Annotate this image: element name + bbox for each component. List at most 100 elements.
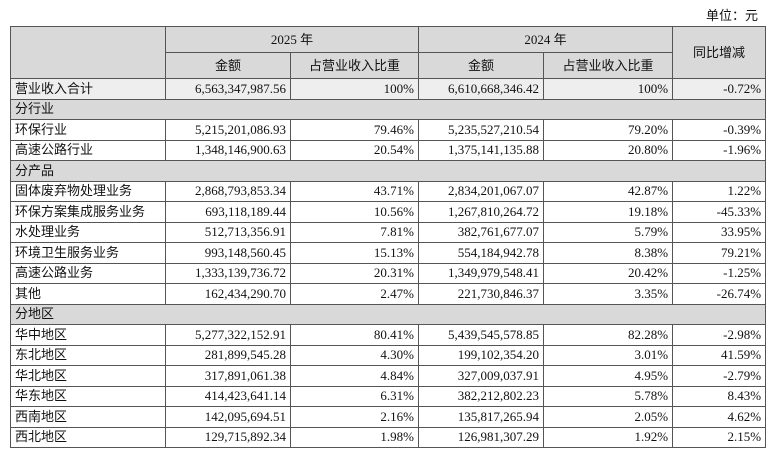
cell: 82.28% [543, 324, 674, 346]
cell: 5.79% [543, 221, 674, 243]
cell: 2.05% [543, 406, 674, 428]
cell: 5,277,322,152.91 [165, 324, 291, 346]
cell: 2.15% [672, 426, 767, 448]
cell: 993,148,560.45 [165, 242, 291, 264]
unit-label: 单位：元 [705, 8, 758, 23]
data-row: 西北地区 129,715,892.34 1.98% 126,981,307.29 1.9… [10, 426, 767, 448]
group-header: 2025 年 [164, 26, 420, 53]
data-row: 环境卫生服务业务 993,148,560.45 15.13% 554,184,942.… [10, 242, 767, 264]
group-header: 2024 年 [418, 26, 674, 53]
cell: 8.43% [672, 385, 767, 407]
cell: 327,009,037.91 [418, 365, 545, 387]
cell: -0.72% [672, 78, 767, 100]
sub-header: 占营业收入比重 [289, 52, 420, 79]
cell: 5,235,527,210.54 [418, 119, 545, 141]
sub-header: 金额 [165, 52, 291, 79]
cell: 512,713,356.91 [165, 221, 291, 243]
cell: 199,102,354.20 [418, 344, 545, 366]
cell: -1.96% [672, 139, 767, 161]
cell: 5,215,201,086.93 [165, 119, 291, 141]
cell: 382,761,677.07 [418, 221, 545, 243]
cell: 1.92% [543, 426, 674, 448]
data-row: 高速公路业务 1,333,139,736.72 20.31% 1,349,979,54… [10, 262, 767, 284]
row-label: 高速公路业务 [10, 262, 166, 284]
row-label: 华中地区 [10, 324, 166, 346]
cell: 382,212,802.23 [418, 385, 545, 407]
section-row: 分地区 [9, 303, 767, 325]
cell: 414,423,641.14 [165, 385, 291, 407]
cell: 42.87% [543, 180, 674, 202]
row-label: 东北地区 [10, 344, 166, 366]
row-label: 西南地区 [10, 406, 166, 428]
corner-cell [10, 26, 166, 79]
cell: 1,349,979,548.41 [418, 262, 545, 284]
cell: 80.41% [289, 324, 420, 346]
sub-header: 占营业收入比重 [543, 52, 674, 79]
cell: 41.59% [672, 344, 767, 366]
cell: 1,375,141,135.88 [418, 139, 545, 161]
data-row: 东北地区 281,899,545.28 4.30% 199,102,354.20 3.0… [10, 344, 767, 366]
cell: 6,610,668,346.42 [418, 78, 545, 100]
cell: 2,834,201,067.07 [418, 180, 545, 202]
cell: 43.71% [289, 180, 420, 202]
cell: 79.46% [289, 119, 420, 141]
cell: 2,868,793,853.34 [165, 180, 291, 202]
cell: 162,434,290.70 [165, 283, 291, 305]
row-label: 其他 [10, 283, 166, 305]
cell: 4.62% [672, 406, 767, 428]
cell: 15.13% [289, 242, 420, 264]
cell: 79.21% [672, 242, 767, 264]
row-label: 环境卫生服务业务 [10, 242, 166, 264]
table-body: 营业收入合计 6,563,347,987.56 100% 6,610,668,346.… [9, 78, 767, 448]
row-label: 华北地区 [10, 365, 166, 387]
cell: 5.78% [543, 385, 674, 407]
group-header: 同比增减 [672, 26, 767, 79]
cell: 20.80% [543, 139, 674, 161]
data-row: 营业收入合计 6,563,347,987.56 100% 6,610,668,346.… [10, 78, 767, 100]
cell: -45.33% [672, 201, 767, 223]
cell: 1,348,146,900.63 [165, 139, 291, 161]
cell: 20.31% [289, 262, 420, 284]
cell: 129,715,892.34 [165, 426, 291, 448]
cell: -2.98% [672, 324, 767, 346]
data-row: 华中地区 5,277,322,152.91 80.41% 5,439,545,578.… [10, 324, 767, 346]
cell: 1.98% [289, 426, 420, 448]
data-row: 华东地区 414,423,641.14 6.31% 382,212,802.23 5.7… [10, 385, 767, 407]
cell: 2.16% [289, 406, 420, 428]
row-label: 华东地区 [10, 385, 166, 407]
row-label: 高速公路行业 [10, 139, 166, 161]
data-row: 水处理业务 512,713,356.91 7.81% 382,761,677.07 5.… [10, 221, 767, 243]
cell: -2.79% [672, 365, 767, 387]
row-label: 环保行业 [10, 119, 166, 141]
row-label: 固体废弃物处理业务 [10, 180, 166, 202]
data-row: 固体废弃物处理业务 2,868,793,853.34 43.71% 2,834,201… [10, 180, 767, 202]
cell: 1.22% [672, 180, 767, 202]
cell: 3.35% [543, 283, 674, 305]
cell: 6.31% [289, 385, 420, 407]
row-label: 分行业 [9, 98, 767, 120]
cell: 33.95% [672, 221, 767, 243]
cell: 10.56% [289, 201, 420, 223]
cell: 3.01% [543, 344, 674, 366]
cell: 142,095,694.51 [165, 406, 291, 428]
cell: 221,730,846.37 [418, 283, 545, 305]
cell: 281,899,545.28 [165, 344, 291, 366]
row-label: 分地区 [9, 303, 767, 325]
cell: 4.95% [543, 365, 674, 387]
cell: 19.18% [543, 201, 674, 223]
cell: 1,333,139,736.72 [165, 262, 291, 284]
cell: 317,891,061.38 [165, 365, 291, 387]
cell: 135,817,265.94 [418, 406, 545, 428]
cell: 554,184,942.78 [418, 242, 545, 264]
row-label: 水处理业务 [10, 221, 166, 243]
data-row: 其他 162,434,290.70 2.47% 221,730,846.37 3.35%… [10, 283, 767, 305]
cell: 20.54% [289, 139, 420, 161]
data-row: 华北地区 317,891,061.38 4.84% 327,009,037.91 4.9… [10, 365, 767, 387]
row-label: 环保方案集成服务业务 [10, 201, 166, 223]
cell: 7.81% [289, 221, 420, 243]
data-row: 高速公路行业 1,348,146,900.63 20.54% 1,375,141,13… [10, 139, 767, 161]
cell: -26.74% [672, 283, 767, 305]
row-label: 西北地区 [10, 426, 166, 448]
cell: 4.84% [289, 365, 420, 387]
